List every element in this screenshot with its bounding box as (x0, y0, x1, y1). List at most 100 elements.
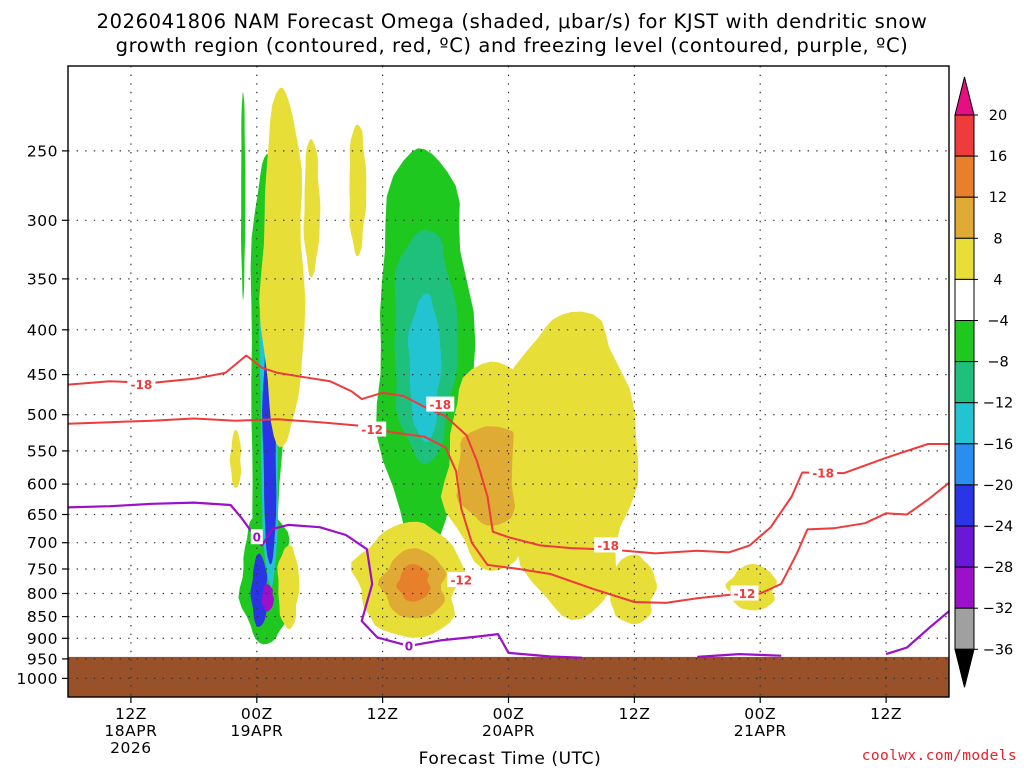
contour-label: -18 (429, 398, 451, 412)
y-tick-label: 650 (27, 506, 58, 524)
colorbar-label: 16 (989, 149, 1007, 165)
omega-region (349, 124, 367, 257)
chart-title-line-2: growth region (contoured, red, ºC) and f… (116, 34, 909, 57)
y-axis-ticks: 250 300 350 400 450 500 550 600 650 700 750 800 850 9… (17, 142, 68, 688)
freezing-level-line (697, 652, 782, 658)
x-tick-label: 19APR (230, 722, 283, 740)
y-tick-label: 350 (27, 270, 58, 288)
y-tick-label: 700 (27, 534, 58, 552)
colorbar-box (954, 566, 975, 609)
colorbar-box (954, 196, 975, 239)
contour-label-bg (127, 376, 156, 392)
y-tick-label: 1000 (17, 670, 58, 688)
y-tick-label: 900 (27, 630, 58, 648)
y-tick-label: 500 (27, 406, 58, 424)
x-tick-label: 00Z (241, 705, 273, 723)
colorbar-box (954, 278, 975, 321)
chart-title-line-1: 2026041806 NAM Forecast Omega (shaded, μ… (97, 10, 928, 33)
colorbar-label: 4 (993, 272, 1002, 288)
x-tick-label: 00Z (744, 705, 776, 723)
y-tick-label: 750 (27, 561, 58, 579)
colorbar-box (954, 484, 975, 527)
y-tick-label: 850 (27, 608, 58, 626)
colorbar-label: 20 (989, 108, 1007, 124)
contour-label: -18 (597, 539, 619, 553)
colorbar-label: −16 (983, 437, 1014, 453)
x-tick-label: 00Z (493, 705, 525, 723)
colorbar-label: −12 (983, 396, 1014, 412)
y-tick-label: 950 (27, 650, 58, 668)
contour-label-bg (402, 637, 415, 653)
colorbar-box (954, 237, 975, 280)
colorbar-box (954, 525, 975, 568)
plot-area: -18 -12 -18 -18 -12 -12 -18 0 0 (68, 66, 949, 697)
contour-line (68, 417, 949, 604)
y-tick-label: 400 (27, 321, 58, 339)
x-tick-label: 12Z (115, 705, 147, 723)
omega-region (259, 87, 306, 448)
omega-region (229, 429, 242, 488)
contour-label: -12 (450, 574, 472, 588)
omega-region (250, 553, 268, 627)
y-tick-label: 250 (27, 142, 58, 160)
colorbar: 20 16 12 8 4 −4 −8 −12 −16 −20 −24 −28 −32 −36 (954, 76, 1014, 688)
omega-region (303, 139, 321, 278)
x-tick-label: 12Z (618, 705, 650, 723)
colorbar-box (954, 443, 975, 486)
contour-label-bg (447, 572, 476, 587)
contour-label: -12 (361, 423, 383, 437)
colorbar-top-arrow (954, 76, 975, 116)
colorbar-label: −32 (983, 601, 1014, 617)
colorbar-label: 8 (993, 231, 1002, 247)
x-tick-label: 2026 (110, 739, 151, 757)
colorbar-box (954, 155, 975, 198)
colorbar-label: −36 (983, 642, 1014, 658)
x-axis-title: Forecast Time (UTC) (419, 749, 602, 768)
contour-label-bg (594, 537, 623, 553)
contour-labels: -18 -12 -18 -18 -12 -12 -18 0 0 (127, 376, 838, 653)
contour-line (68, 354, 949, 555)
contour-lines (68, 354, 949, 659)
colorbar-box (954, 114, 975, 157)
colorbar-label: 12 (989, 190, 1007, 206)
y-tick-label: 800 (27, 585, 58, 603)
colorbar-box (954, 320, 975, 363)
x-tick-label: 20APR (482, 722, 535, 740)
colorbar-label: −8 (987, 355, 1008, 371)
contour-label: 0 (253, 531, 261, 545)
x-tick-label: 21APR (734, 722, 787, 740)
y-tick-label: 600 (27, 476, 58, 494)
colorbar-label: −28 (983, 560, 1014, 576)
colorbar-label: −4 (987, 314, 1008, 330)
y-tick-label: 450 (27, 366, 58, 384)
omega-region (241, 92, 246, 300)
x-tick-label: 18APR (104, 722, 157, 740)
freezing-level-line (885, 610, 949, 656)
contour-label-bg (730, 585, 759, 601)
contour-label-bg (358, 421, 387, 437)
contour-label: -18 (131, 378, 153, 392)
contour-label-bg (250, 529, 263, 545)
colorbar-bottom-arrow (954, 648, 975, 688)
y-tick-label: 300 (27, 212, 58, 230)
contour-label: 0 (405, 639, 413, 653)
omega-shading (229, 87, 777, 645)
colorbar-box (954, 361, 975, 404)
colorbar-box (954, 607, 975, 650)
omega-region (261, 584, 274, 612)
x-tick-label: 12Z (367, 705, 399, 723)
colorbar-box (954, 402, 975, 445)
contour-label-bg (809, 465, 838, 481)
colorbar-label: −20 (983, 478, 1014, 494)
contour-label-bg (426, 396, 455, 412)
y-tick-label: 550 (27, 442, 58, 460)
x-tick-label: 12Z (870, 705, 902, 723)
omega-region (605, 554, 657, 625)
omega-region (396, 564, 431, 602)
contour-label: -12 (734, 587, 756, 601)
freezing-level-line (68, 501, 582, 659)
colorbar-label: −24 (983, 519, 1014, 535)
credit-text: coolwx.com/models (862, 748, 1017, 764)
